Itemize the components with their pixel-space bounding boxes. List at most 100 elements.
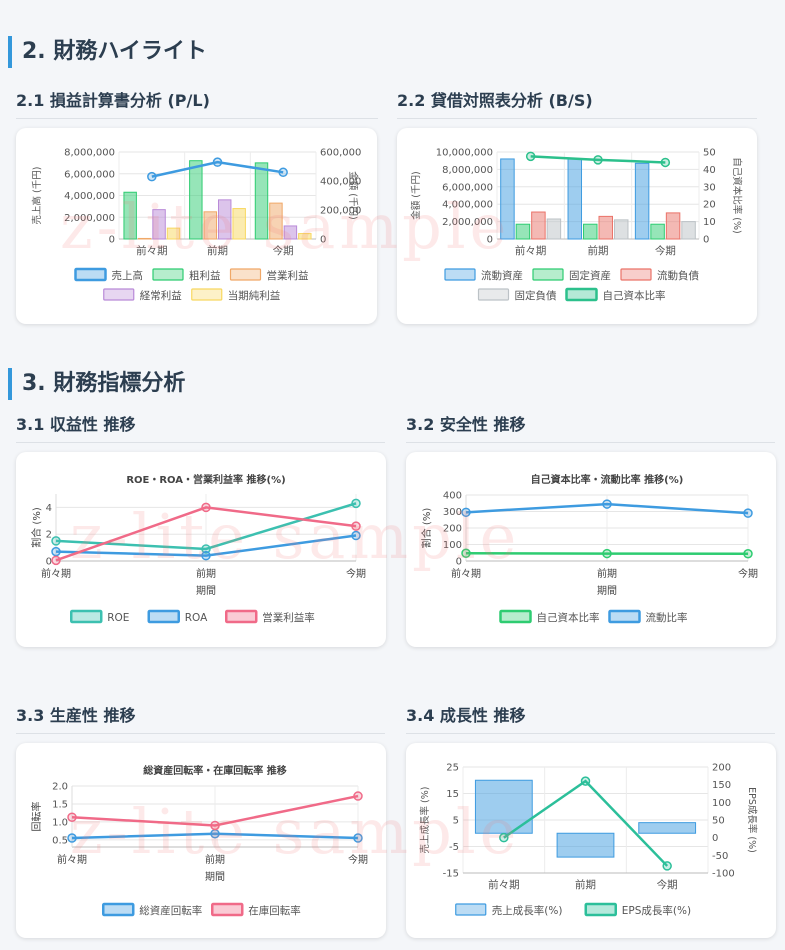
- point-ROE: [51, 536, 61, 546]
- legend-label: 経常利益: [140, 289, 182, 302]
- category-label: 前期: [588, 244, 609, 257]
- point-EPS成長率(%): [499, 832, 509, 843]
- section-financial-indicators: 3. 財務指標分析: [8, 368, 185, 400]
- safety-chart-card: 自己資本比率・流動比率 推移(%) 0 100 200 300 400 前々期 前期 今期 期間 割…: [406, 452, 776, 647]
- category-label: 前期: [196, 567, 216, 580]
- point-総資産回転率: [210, 828, 220, 839]
- legend-swatch: [499, 609, 532, 624]
- tick-label: 400,000: [320, 177, 361, 188]
- bar-当期純利益: [232, 208, 246, 240]
- bar-固定資産: [583, 223, 598, 240]
- point-自己資本比率: [602, 548, 612, 559]
- legend-label: 粗利益: [189, 269, 221, 282]
- x-axis-title: 期間: [597, 585, 617, 597]
- legend-swatch: [211, 902, 244, 917]
- tick-label: 10,000,000: [436, 148, 493, 159]
- bar-固定負債: [546, 218, 562, 240]
- legend-swatch: [565, 287, 598, 302]
- bar-営業利益: [137, 237, 152, 240]
- legend-swatch: [532, 268, 564, 281]
- legend-swatch: [455, 903, 487, 916]
- tick-label: 4,000,000: [64, 191, 115, 202]
- point-自己資本比率: [660, 157, 671, 168]
- line-在庫回転率: [71, 794, 359, 827]
- tick-label: 50: [712, 816, 725, 827]
- pl-chart-card: 0 2,000,000 4,000,000 6,000,000 8,000,000 0 20…: [16, 128, 377, 324]
- point-ROA: [51, 546, 61, 557]
- tick-label: 8,000,000: [64, 148, 115, 159]
- legend-label: 自己資本比率: [537, 611, 600, 624]
- legend-label: ROE: [107, 612, 129, 624]
- bar-営業利益: [269, 202, 283, 240]
- tick-label: 200: [443, 524, 462, 535]
- tick-label: 6,000,000: [442, 182, 493, 193]
- category-label: 今期: [273, 244, 294, 257]
- bar-流動資産: [500, 158, 515, 240]
- point-自己資本比率: [461, 548, 471, 558]
- point-ROE: [201, 544, 211, 554]
- profitability-chart-card: ROE・ROA・営業利益率 推移(%) 0 2 4 前々期 前期 今期 期間 割合 (%) ROE…: [16, 452, 386, 647]
- tick-label: 0: [109, 235, 115, 246]
- tick-label: 200: [712, 763, 731, 774]
- legend-label: 総資産回転率: [139, 904, 202, 917]
- point-自己資本比率: [525, 151, 536, 162]
- legend-label: 固定資産: [569, 269, 611, 282]
- tick-label: -50: [712, 851, 728, 862]
- y2-axis-title: EPS成長率 (%): [746, 787, 758, 853]
- tick-label: 100: [443, 540, 462, 551]
- point-流動比率: [461, 507, 471, 518]
- tick-label: 2.0: [52, 782, 68, 793]
- point-在庫回転率: [67, 812, 77, 822]
- legend-swatch: [191, 288, 223, 301]
- tick-label: 5: [453, 816, 459, 827]
- bar-固定資産: [650, 223, 665, 240]
- legend-swatch: [229, 268, 262, 281]
- line-総資産回転率: [71, 832, 359, 840]
- category-label: 今期: [655, 244, 676, 257]
- point-営業利益率: [51, 555, 61, 566]
- tick-label: 0: [46, 557, 52, 568]
- point-営業利益率: [351, 521, 361, 531]
- tick-label: 4,000,000: [442, 200, 493, 211]
- tick-label: 300: [443, 507, 462, 518]
- y-axis-title: 売上高 (千円): [31, 167, 43, 225]
- tick-label: 150: [712, 780, 731, 791]
- point-自己資本比率: [743, 548, 753, 559]
- bar-粗利益: [254, 162, 269, 240]
- category-label: 前々期: [136, 244, 168, 257]
- legend-swatch: [70, 609, 103, 624]
- x-axis-title: 期間: [205, 871, 225, 883]
- legend-swatch: [74, 267, 107, 282]
- point-ROA: [201, 550, 211, 561]
- line-流動比率: [465, 502, 749, 515]
- bs-chart-card: 0 2,000,000 4,000,000 6,000,000 8,000,000 10,…: [397, 128, 757, 324]
- point-流動比率: [602, 499, 612, 509]
- tick-label: 1.5: [52, 799, 68, 810]
- tick-label: 8,000,000: [442, 165, 493, 176]
- tick-label: 200,000: [320, 206, 361, 217]
- tick-label: 6,000,000: [64, 169, 115, 180]
- bar-固定資産: [515, 223, 531, 240]
- bar-営業利益: [203, 211, 217, 240]
- tick-label: -15: [443, 869, 459, 880]
- line-EPS成長率(%): [503, 779, 669, 867]
- point-自己資本比率: [593, 155, 603, 165]
- growth-chart-card: -15 -5 5 15 25 -100 -50 0 50 100 150 200 売上成長率 (%) EP…: [406, 743, 776, 938]
- line-ROA: [55, 534, 357, 557]
- y-axis-title: 売上成長率 (%): [419, 787, 431, 854]
- y-axis-title: 金額 (千円): [410, 171, 422, 219]
- tick-label: 600,000: [320, 148, 361, 159]
- point-売上高: [278, 167, 288, 178]
- legend-swatch: [444, 268, 476, 281]
- category-label: 前期: [575, 878, 596, 891]
- tick-label: -5: [449, 842, 459, 853]
- bar-当期純利益: [298, 233, 312, 240]
- bar-流動負債: [665, 212, 681, 240]
- subsection-bs: 2.2 貸借対照表分析 (B/S): [397, 90, 757, 119]
- point-総資産回転率: [353, 833, 363, 843]
- tick-label: 0: [712, 833, 718, 844]
- bar-当期純利益: [166, 227, 181, 240]
- legend-label: 営業利益率: [262, 611, 315, 624]
- subsection-pl: 2.1 損益計算書分析 (P/L): [16, 90, 378, 119]
